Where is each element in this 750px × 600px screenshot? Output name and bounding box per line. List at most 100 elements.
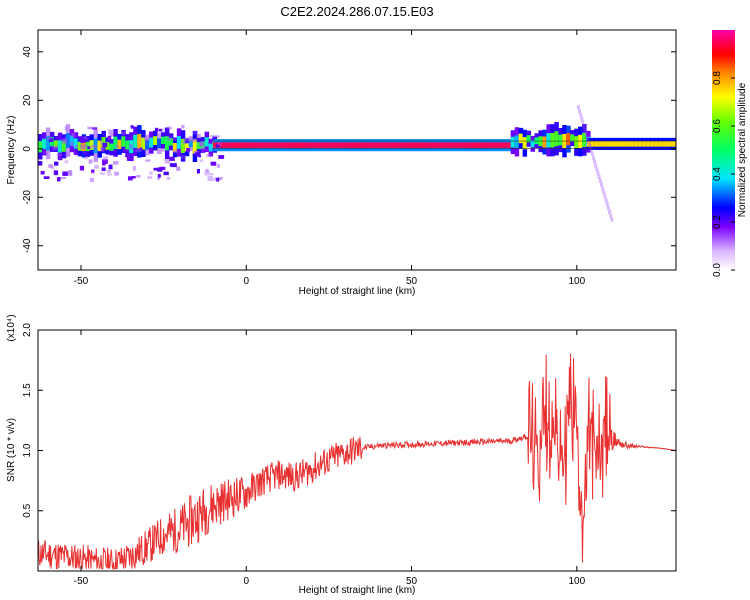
snr-multiplier: (x10⁴) (6, 314, 17, 341)
spectrogram-cell (38, 141, 43, 153)
spectrogram-cell (117, 139, 122, 150)
spectrogram-cell (577, 109, 581, 114)
spectrogram-cell (53, 140, 59, 148)
spectrogram-cell (204, 137, 210, 147)
spectrogram-cell (105, 142, 110, 150)
spectrogram-cell (41, 138, 47, 150)
spectrogram-cell (252, 142, 258, 148)
spectrogram-cell (166, 126, 172, 130)
spectrogram-cell (164, 136, 170, 151)
spectrogram-cell (603, 194, 607, 199)
spectrogram-cell (431, 142, 436, 148)
spectrogram-cell (84, 144, 89, 147)
spectrogram-cell (601, 186, 605, 191)
spectrogram-cell (630, 141, 635, 147)
spectrogram-cell (280, 142, 286, 148)
spectrogram-cell (288, 142, 294, 148)
spectrogram-cell (132, 165, 137, 171)
spectrogram-cell (169, 163, 176, 167)
spectrogram-cell (56, 153, 63, 156)
spectrogram-cell (65, 152, 71, 157)
spectrogram-cell (344, 142, 349, 148)
spectrogram-cell (463, 142, 468, 148)
spectrogram-cell (145, 140, 150, 150)
spectrogram-cell (87, 146, 91, 150)
spectrogram-cell (99, 140, 103, 146)
spectrogram-cell (149, 171, 153, 175)
spectrogram-cell (391, 142, 397, 148)
spectrogram-cell (89, 140, 95, 150)
spectrogram-cell (65, 133, 71, 148)
spectrogram-cell (79, 165, 85, 171)
spectrogram-cell (447, 142, 452, 148)
spectrogram-xtick-label: -50 (74, 276, 89, 287)
spectrogram-cell (324, 142, 329, 148)
spectrogram-cell (221, 142, 226, 148)
spectrogram-cell (87, 126, 92, 130)
spectrogram-cell (166, 177, 171, 180)
spectrogram-cell (439, 142, 444, 148)
spectrogram-cell (634, 141, 639, 147)
spectrogram-cell (169, 156, 175, 161)
spectrogram-cell (161, 128, 165, 133)
figure-title: C2E2.2024.286.07.15.E03 (280, 4, 433, 19)
spectrogram-cell (415, 142, 420, 148)
spectrogram-cell (56, 177, 61, 182)
spectrogram-cell (570, 134, 575, 142)
spectrogram-cell (127, 176, 133, 181)
spectrogram-cell (130, 125, 134, 129)
spectrogram-cell (218, 155, 225, 159)
spectrogram-cell (168, 137, 174, 146)
spectrogram-ytick-label: -20 (22, 190, 33, 205)
spectrogram-cell (196, 133, 201, 139)
spectrogram-cell (180, 138, 186, 153)
spectrogram-cell (578, 134, 583, 149)
spectrogram-cell (486, 142, 492, 148)
spectrogram-cell (109, 143, 114, 151)
spectrogram-cell (593, 159, 597, 164)
spectrogram-cell (40, 170, 45, 175)
spectrogram-cell (108, 129, 114, 135)
spectrogram-cell (157, 138, 162, 149)
spectrogram-cell (154, 127, 159, 132)
spectrogram-cell (101, 159, 108, 164)
spectrogram-cell (215, 177, 220, 182)
spectrogram-cell (196, 168, 200, 174)
spectrogram-frame (37, 29, 677, 271)
spectrogram-cell (114, 144, 119, 149)
spectrogram-cell (229, 142, 234, 148)
spectrogram-cell (64, 160, 69, 164)
spectrogram-cell (137, 134, 142, 149)
spectrogram-cell (459, 142, 464, 148)
spectrogram-cell (176, 136, 182, 149)
spectrogram-cell (73, 138, 79, 149)
spectrogram-cell (49, 138, 54, 142)
snr-panel: -50 0 50 100 0.5 1.0 1.5 2.0 (x10⁴) Height of s… (6, 314, 677, 596)
spectrogram-cell (610, 217, 614, 222)
spectrogram-cell (602, 141, 608, 147)
spectrogram-cell (588, 143, 592, 148)
spectrogram-cell (176, 166, 181, 171)
spectrogram-cell (63, 137, 68, 140)
spectrogram-cell (542, 136, 547, 148)
snr-ytick-label: 0.5 (22, 503, 33, 517)
spectrogram-cell (608, 209, 612, 214)
spectrogram-cell (264, 142, 270, 148)
spectrogram-ytick-label: 20 (22, 94, 33, 106)
spectrogram-cell (206, 153, 212, 158)
spectrogram-cell (43, 151, 48, 156)
spectrogram-cell (133, 134, 138, 148)
spectrogram-cell (83, 136, 88, 141)
spectrogram-cell (363, 142, 369, 148)
spectrogram-cell (91, 171, 95, 174)
spectrogram-cell (209, 173, 214, 176)
spectrogram-cell (91, 169, 95, 173)
spectrogram-cell (91, 127, 97, 130)
spectrogram-cell (88, 159, 93, 164)
spectrogram-cell (164, 159, 171, 164)
spectrogram-cell (498, 142, 504, 148)
spectrogram-cell (375, 142, 381, 148)
spectrogram-cell (522, 137, 528, 150)
spectrogram-cell (622, 141, 627, 147)
spectrogram-cell (666, 141, 671, 147)
